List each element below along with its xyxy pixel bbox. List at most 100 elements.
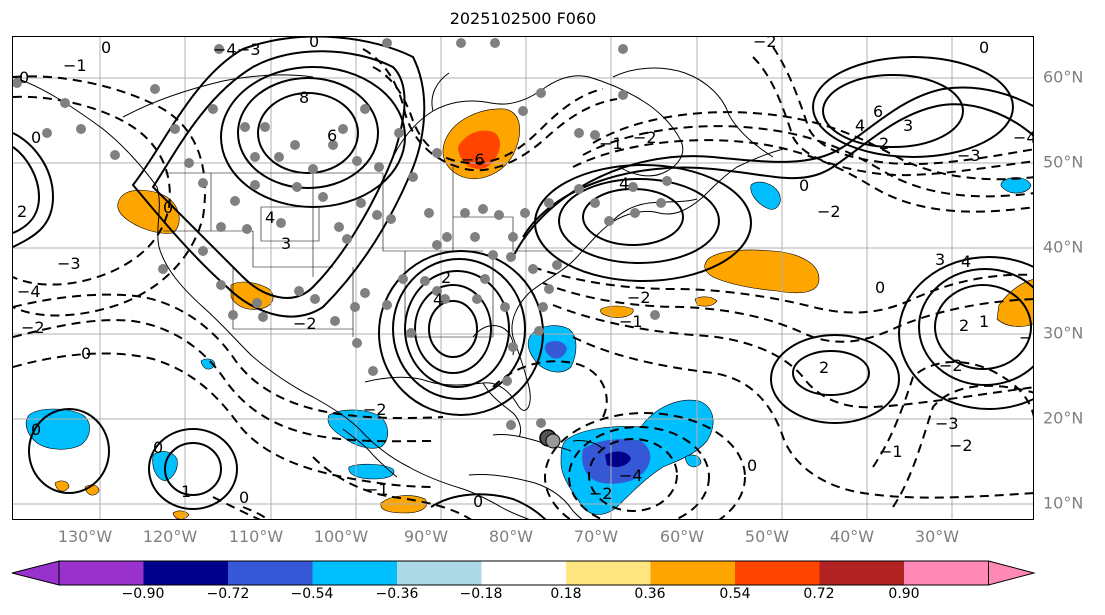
contour-label: −2	[363, 400, 387, 419]
contour-label: −3	[957, 146, 981, 165]
shading-negative-central-america	[348, 463, 395, 480]
contour-label: 0	[31, 420, 41, 439]
contour-label: −2	[589, 484, 613, 503]
contour-label: 2	[441, 268, 451, 287]
contour-label: 0	[979, 38, 989, 57]
contour-label: −1	[1019, 328, 1034, 347]
colorbar	[11, 560, 1036, 586]
contour-label: −6	[461, 150, 485, 169]
colorbar-tick: −0.36	[375, 586, 419, 602]
colorbar-segment	[228, 561, 313, 585]
contour-label: −2	[949, 436, 973, 455]
contour-label: 4	[855, 116, 865, 135]
contour-label: −4	[1013, 128, 1034, 147]
lon-label: 40°W	[829, 527, 875, 546]
colorbar-extend-min	[11, 560, 60, 586]
shading-strong-negative-gulf-stream	[544, 341, 567, 359]
colorbar-tick: −0.18	[459, 586, 503, 602]
contour-label: −1	[365, 480, 389, 499]
lat-label: 60°N	[1043, 67, 1084, 87]
contour-label: 0	[81, 344, 91, 363]
contour-label: 4	[265, 208, 275, 227]
colorbar-tick: −0.72	[206, 586, 250, 602]
contour-label: −2	[21, 318, 45, 337]
shading-strong-positive-great-lakes	[458, 130, 501, 169]
colorbar-segment	[566, 561, 651, 585]
contour-label: 1	[181, 482, 191, 501]
lat-label: 30°N	[1043, 323, 1084, 343]
contour-label: 6	[327, 126, 337, 145]
lon-label: 110°W	[228, 527, 284, 546]
contour-label: 2	[959, 316, 969, 335]
colorbar-segment	[650, 561, 735, 585]
coastlines	[13, 67, 784, 519]
colorbar-segment	[312, 561, 397, 585]
shading-negative-mexico-pacific	[327, 409, 389, 449]
colorbar-segment	[819, 561, 904, 585]
contour-label: −1	[619, 312, 643, 331]
contour-label: −4	[17, 282, 41, 301]
contour-label: −3	[57, 254, 81, 273]
contour-label: −1	[63, 56, 87, 75]
contour-label: 0	[31, 128, 41, 147]
lon-label: 100°W	[313, 527, 369, 546]
contour-label: 0	[163, 198, 173, 217]
station-markers	[13, 38, 672, 430]
colorbar-tick: 0.36	[634, 586, 666, 602]
contour-label: 4	[619, 174, 629, 193]
colorbar-tick: 0.54	[719, 586, 751, 602]
contour-label: −3	[935, 414, 959, 433]
contour-label: 3	[281, 234, 291, 253]
shading-negative-newfoundland	[750, 181, 781, 210]
contour-label: 0	[19, 68, 29, 87]
contour-label: −4	[213, 40, 237, 59]
contour-label: −2	[817, 202, 841, 221]
colorbar-segment	[143, 561, 228, 585]
contour-label: 6	[873, 102, 883, 121]
contour-label: 0	[239, 488, 249, 507]
shading-positive-east-atlantic	[996, 279, 1033, 327]
contour-label: −2	[627, 288, 651, 307]
lon-label: 70°W	[573, 527, 619, 546]
colorbar-segment	[59, 561, 144, 585]
contour-label: 0	[153, 438, 163, 457]
contour-label: 2	[17, 202, 27, 221]
lon-label: 30°W	[914, 527, 960, 546]
colorbar-tick: 0.72	[803, 586, 835, 602]
colorbar-extend-max	[988, 560, 1036, 586]
colorbar-tick: 0.18	[550, 586, 582, 602]
contour-label: −2	[633, 128, 657, 147]
contour-label: 0	[101, 38, 111, 57]
contour-label: 8	[299, 88, 309, 107]
contour-label: 0	[875, 278, 885, 297]
contour-label: 3	[903, 116, 913, 135]
contour-label: 2	[819, 358, 829, 377]
lat-label: 40°N	[1043, 237, 1084, 257]
shading-positive-central-atlantic	[704, 249, 820, 294]
contour-label: −1	[599, 134, 623, 153]
shading-negative-small-2	[684, 454, 702, 468]
lon-label: 60°W	[659, 527, 705, 546]
lon-label: 120°W	[142, 527, 198, 546]
colorbar-segment	[397, 561, 482, 585]
contour-label: 0	[799, 176, 809, 195]
lon-label: 90°W	[403, 527, 449, 546]
shading-positive-small-5	[172, 510, 190, 519]
colorbar-segment	[735, 561, 820, 585]
lon-label: 80°W	[488, 527, 534, 546]
shading-positive-small-1	[600, 305, 634, 318]
contour-label: 0	[309, 37, 319, 51]
contour-label: 4	[961, 252, 971, 271]
contour-label: 1	[979, 312, 989, 331]
colorbar-tick: −0.90	[121, 586, 165, 602]
shading-positive-small-3	[54, 480, 70, 492]
contour-label: −2	[293, 314, 317, 333]
contours-negative	[13, 46, 1033, 519]
lon-label: 50°W	[744, 527, 790, 546]
contour-label: 2	[879, 134, 889, 153]
map-title: 2025102500 F060	[449, 9, 597, 28]
contour-label: 0	[473, 492, 483, 511]
contour-label: −1	[879, 442, 903, 461]
state-boundaries	[163, 167, 573, 338]
colorbar-tick: −0.54	[290, 586, 334, 602]
